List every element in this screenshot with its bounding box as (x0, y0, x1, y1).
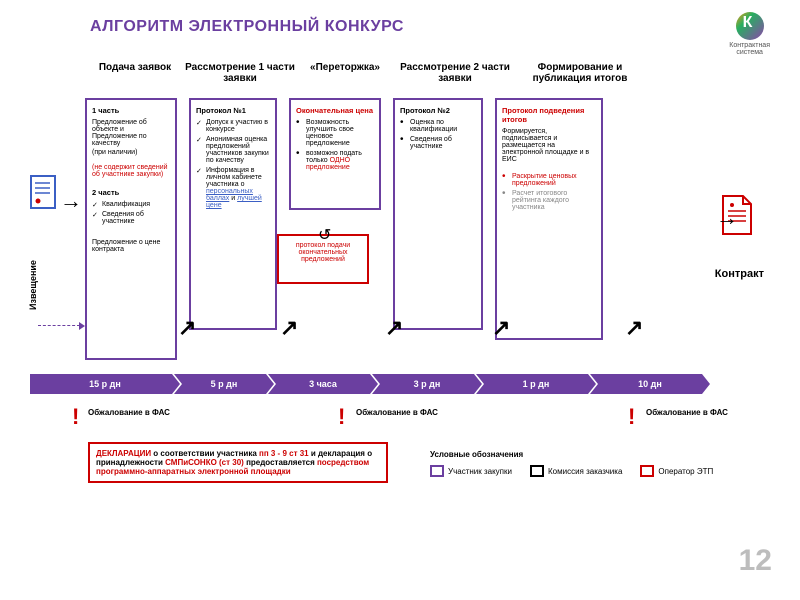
logo-icon (736, 12, 764, 40)
loop-arrow-icon: ↺ (318, 225, 331, 245)
box3a-title: Окончательная цена (296, 106, 374, 115)
notice-doc-icon (30, 175, 56, 209)
dash-arrow (38, 325, 80, 326)
legend-sq-black (530, 465, 544, 477)
box1-title1: 1 часть (92, 106, 170, 115)
appeal-3: Обжалование в ФАС (646, 408, 728, 417)
tl-seg-4: не более3 р дн (372, 374, 482, 394)
box2-li3: Информация в личном кабинете участника о… (196, 167, 270, 209)
box5-title: Протокол подведения итогов (502, 106, 596, 124)
box3a-li1: Возможность улучшить свое ценовое предло… (296, 119, 374, 147)
box-stage3a: Окончательная цена Возможность улучшить … (289, 98, 381, 210)
stage3-header: «Переторжка» (295, 62, 395, 84)
arrow-icon: → (60, 188, 82, 214)
logo-text: Контрактнаясистема (729, 42, 770, 56)
legend-sq-purple (430, 465, 444, 477)
legend-title: Условные обозначения (430, 450, 713, 459)
tl-seg-6: 10 дн (590, 374, 710, 394)
arrow-icon: ↗ (625, 315, 643, 341)
arrow-icon: → (716, 205, 738, 231)
box2-title: Протокол №1 (196, 106, 270, 115)
exclaim-icon: ! (338, 404, 345, 430)
page-title: АЛГОРИТМ ЭЛЕКТРОННЫЙ КОНКУРС (90, 18, 404, 36)
page-number: 12 (739, 544, 772, 578)
box-stage1: 1 часть Предложение об объекте и Предлож… (85, 98, 177, 360)
box5-p1: Формируется, подписывается и размещается… (502, 128, 596, 163)
box1-red: (не содержит сведений об участнике закуп… (92, 164, 170, 178)
appeal-2: Обжалование в ФАС (356, 408, 438, 417)
box4-title: Протокол №2 (400, 106, 476, 115)
tl-seg-2: 5 р дн5 дн (174, 374, 274, 394)
contract-label: Контракт (715, 268, 764, 280)
declaration-box: ДЕКЛАРАЦИИ о соответствии участника пп 3… (88, 442, 388, 483)
box4-li2: Сведения об участнике (400, 136, 476, 150)
box5-li2: Расчет итогового рейтинга каждого участн… (502, 190, 596, 211)
arrow-icon: ↗ (492, 315, 510, 341)
box3a-li2: возможно подать только ОДНО предложение (296, 150, 374, 171)
logo: Контрактнаясистема (729, 12, 770, 56)
box2-li2: Анонимная оценка предложений участников … (196, 136, 270, 164)
stage1-header: Подача заявок (85, 62, 185, 84)
legend-sq-red (640, 465, 654, 477)
legend: Условные обозначения Участник закупки Ко… (430, 450, 713, 477)
tl-seg-5: 1 р дн (476, 374, 596, 394)
legend-item-2: Комиссия заказчика (530, 465, 622, 477)
tl-seg-3: 3 часа1 ч (268, 374, 378, 394)
arrow-icon: ↗ (385, 315, 403, 341)
box1-li1: Квалификация (92, 201, 170, 208)
legend-item-3: Оператор ЭТП (640, 465, 713, 477)
box-stage4: Протокол №2 Оценка по квалификации Сведе… (393, 98, 483, 330)
box-stage2: Протокол №1 Допуск к участию в конкурсе … (189, 98, 277, 330)
stage-headers: Подача заявок Рассмотрение 1 части заявк… (85, 62, 645, 84)
box1-title2: 2 часть (92, 188, 170, 197)
exclaim-icon: ! (628, 404, 635, 430)
box4-li1: Оценка по квалификации (400, 119, 476, 133)
stage5-header: Формирование и публикация итогов (515, 62, 645, 84)
legend-item-1: Участник закупки (430, 465, 512, 477)
box1-p1note: (при наличии) (92, 149, 170, 156)
arrow-icon: ↗ (178, 315, 196, 341)
box2-li1: Допуск к участию в конкурсе (196, 119, 270, 133)
box1-p1: Предложение об объекте и Предложение по … (92, 119, 170, 147)
box1-p2: Предложение о цене контракта (92, 239, 170, 253)
tl-seg-1: 15 р дн (30, 374, 180, 394)
notice-label: Извещение (28, 260, 38, 310)
box5-li1: Раскрытие ценовых предложений (502, 173, 596, 187)
stage4-header: Рассмотрение 2 части заявки (395, 62, 515, 84)
appeal-row: ! Обжалование в ФАС ! Обжалование в ФАС … (80, 406, 760, 436)
timeline: 15 р дн 5 р дн5 дн 3 часа1 ч не более3 р… (30, 372, 760, 396)
stage2-header: Рассмотрение 1 части заявки (185, 62, 295, 84)
arrow-icon: ↗ (280, 315, 298, 341)
appeal-1: Обжалование в ФАС (88, 408, 170, 417)
box-stage5: Протокол подведения итогов Формируется, … (495, 98, 603, 340)
exclaim-icon: ! (72, 404, 79, 430)
box1-li2: Сведения об участнике (92, 211, 170, 225)
